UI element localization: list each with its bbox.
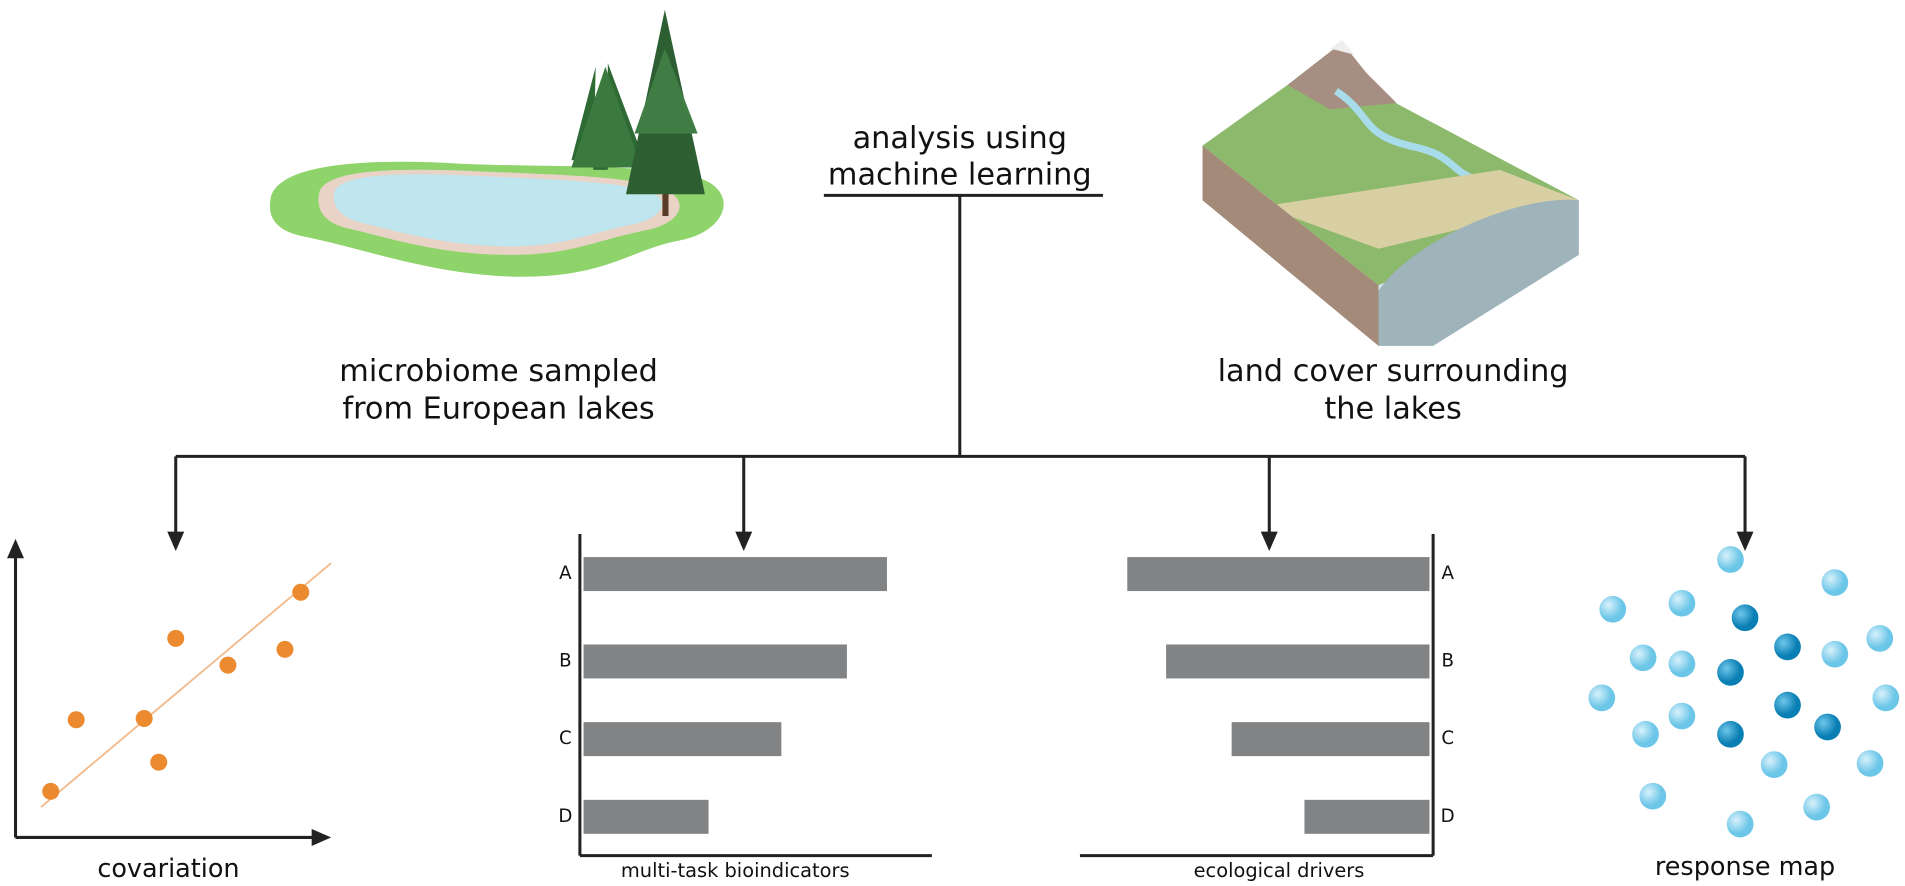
output-caption: covariation: [97, 854, 239, 884]
bar-label: B: [559, 650, 571, 671]
points: [42, 583, 310, 800]
bar: [1231, 722, 1430, 757]
input-caption: microbiome sampled: [339, 354, 658, 389]
bar: [1304, 799, 1430, 834]
input-caption: from European lakes: [342, 392, 654, 427]
bar: [583, 799, 709, 834]
fit-line: [40, 562, 332, 808]
bar: [1127, 557, 1430, 592]
drivers-chart: A B C D: [1079, 534, 1455, 858]
bar-label: A: [1441, 563, 1454, 584]
bar-label: A: [559, 563, 572, 584]
bar: [1166, 644, 1430, 679]
output-caption: ecological drivers: [1194, 859, 1365, 882]
output-caption: multi-task bioindicators: [621, 859, 850, 882]
response-map: [1588, 546, 1900, 838]
output-caption: response map: [1655, 852, 1835, 882]
center-label: analysis using: [853, 121, 1067, 156]
bar-label: D: [1441, 806, 1455, 827]
bar: [583, 644, 847, 679]
covariation-plot: [7, 538, 332, 846]
bar-label: B: [1441, 650, 1453, 671]
bar-label: C: [1441, 728, 1454, 749]
land-cover-illustration: [1202, 40, 1579, 346]
input-caption: land cover surrounding: [1218, 354, 1569, 389]
lake-illustration: [269, 9, 724, 277]
bar: [583, 557, 887, 592]
center-label: machine learning: [828, 157, 1092, 192]
bar-label: D: [558, 806, 572, 827]
input-caption: the lakes: [1324, 392, 1461, 427]
bioindicator-chart: A B C D: [558, 534, 932, 858]
bar: [583, 722, 782, 757]
bar-label: C: [559, 728, 572, 749]
